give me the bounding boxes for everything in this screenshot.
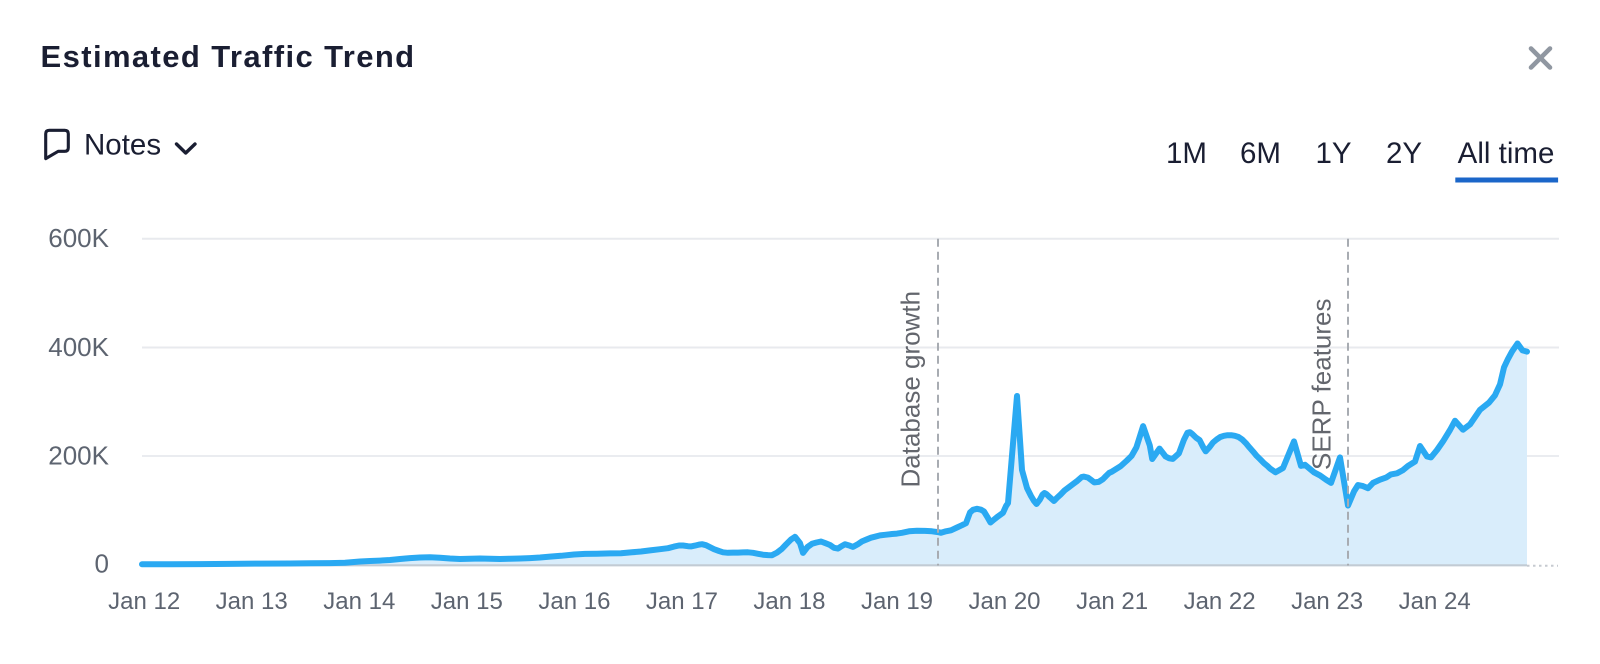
svg-text:Jan 12: Jan 12 (108, 588, 180, 615)
svg-text:200K: 200K (48, 441, 109, 471)
svg-text:All time: All time (1458, 137, 1555, 170)
svg-text:1Y: 1Y (1315, 137, 1351, 170)
svg-text:Jan 19: Jan 19 (861, 588, 933, 615)
svg-text:Jan 22: Jan 22 (1184, 588, 1256, 615)
svg-text:2Y: 2Y (1386, 137, 1422, 170)
svg-text:400K: 400K (48, 332, 109, 362)
svg-text:0: 0 (95, 549, 109, 579)
svg-text:Jan 13: Jan 13 (216, 588, 288, 615)
svg-text:Jan 24: Jan 24 (1399, 588, 1471, 615)
svg-text:Notes: Notes (84, 129, 161, 162)
svg-text:Database growth: Database growth (896, 291, 926, 488)
svg-text:Jan 14: Jan 14 (323, 588, 395, 615)
svg-text:Jan 17: Jan 17 (646, 588, 718, 615)
svg-text:Jan 15: Jan 15 (431, 588, 503, 615)
svg-text:Jan 16: Jan 16 (538, 588, 610, 615)
svg-text:SERP features: SERP features (1307, 298, 1337, 470)
svg-text:Jan 18: Jan 18 (753, 588, 825, 615)
svg-text:1M: 1M (1166, 137, 1207, 170)
svg-text:Estimated Traffic Trend: Estimated Traffic Trend (41, 39, 416, 74)
svg-text:Jan 23: Jan 23 (1291, 588, 1363, 615)
svg-text:6M: 6M (1240, 137, 1281, 170)
svg-text:Jan 21: Jan 21 (1076, 588, 1148, 615)
svg-text:Jan 20: Jan 20 (968, 588, 1040, 615)
svg-text:600K: 600K (48, 223, 109, 253)
